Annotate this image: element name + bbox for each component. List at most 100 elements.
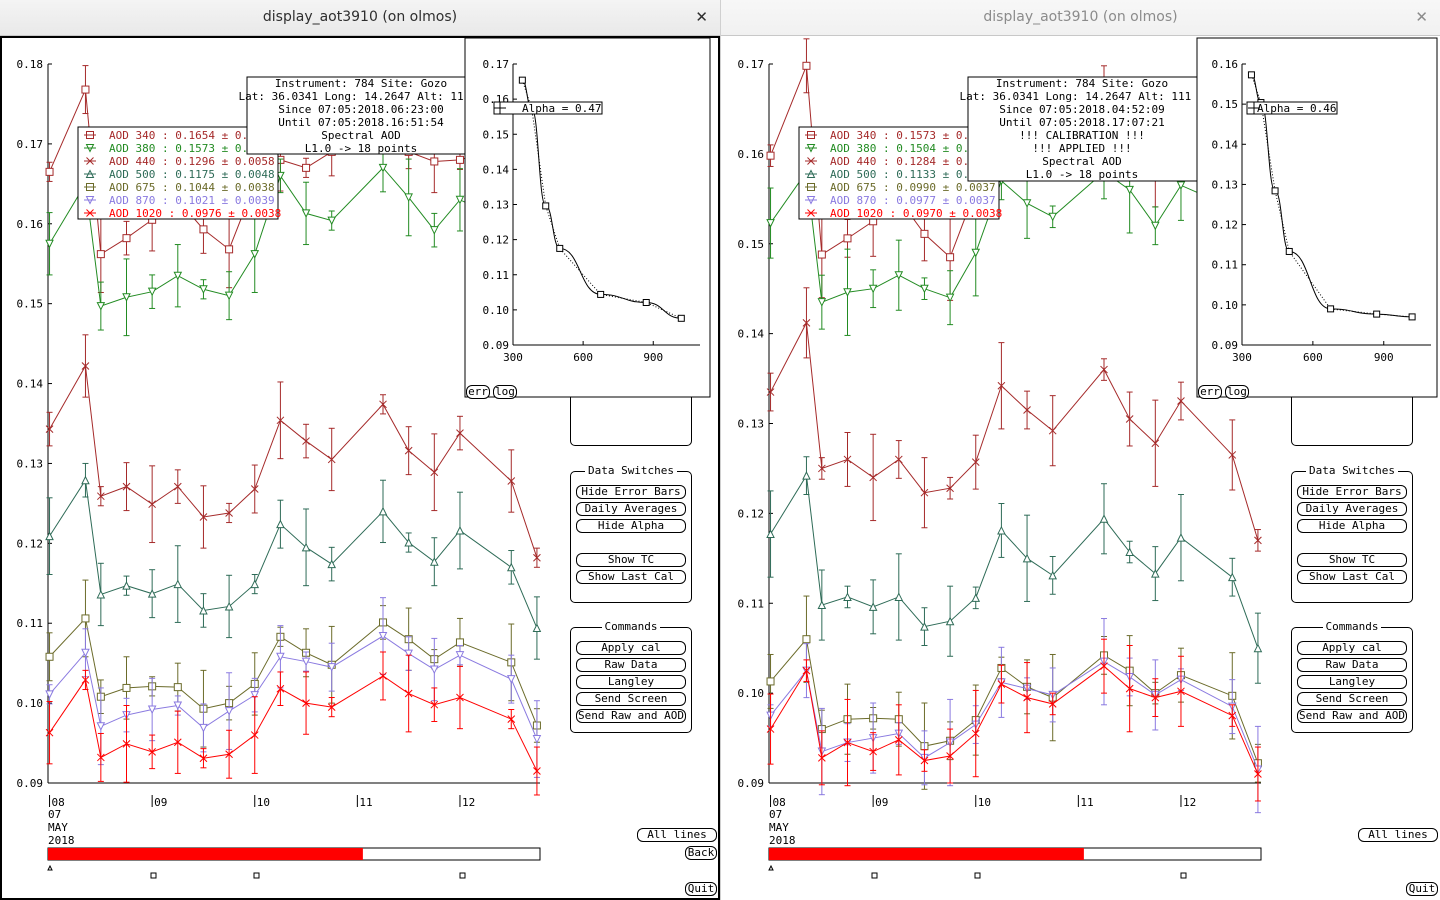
data-point [971, 729, 980, 738]
data-point [456, 693, 464, 702]
data-point [766, 151, 775, 160]
log-button[interactable]: log [1225, 385, 1249, 399]
all-lines-button[interactable]: All lines [1358, 828, 1438, 842]
progress-bar[interactable] [47, 847, 541, 861]
titlebar[interactable]: display_aot3910 (on olmos) ✕ [0, 0, 720, 36]
data-point [148, 500, 156, 509]
data-point [1125, 684, 1134, 693]
data-point [430, 557, 439, 566]
hide-alpha-button[interactable]: Hide Alpha [576, 519, 686, 533]
day-markers[interactable] [768, 864, 1187, 879]
apply-cal-button[interactable]: Apply cal [576, 641, 686, 655]
data-point [45, 690, 54, 699]
data-point [276, 652, 285, 662]
inset-point [518, 76, 526, 84]
raw-data-button[interactable]: Raw Data [576, 658, 686, 672]
back-button[interactable]: Back [685, 846, 717, 860]
inset-plot: 0.09 0.10 0.11 0.12 0.13 0.14 0.15 0.16 300 600 90… [1196, 37, 1438, 398]
info-line: Spectral AOD [321, 129, 400, 142]
data-point [894, 592, 904, 601]
data-point [920, 284, 929, 294]
close-icon[interactable]: ✕ [1415, 8, 1428, 26]
alpha-label: Alpha = 0.47 [522, 102, 601, 115]
err-button[interactable]: err [466, 385, 490, 399]
data-point [327, 216, 337, 226]
main-x-axis: 08 09 10 11 12 [49, 795, 475, 809]
inset-x-tick: 600 [1303, 351, 1323, 364]
inset-point [556, 244, 564, 252]
data-point [802, 666, 811, 675]
inset-x-tick: 900 [643, 351, 663, 364]
show-tc-button[interactable]: Show TC [576, 553, 686, 567]
series-group [766, 38, 1263, 814]
send-screen-button[interactable]: Send Screen [576, 692, 686, 706]
data-point [843, 234, 852, 243]
data-point [430, 226, 439, 235]
langley-button[interactable]: Langley [576, 675, 686, 689]
data-point [869, 473, 877, 482]
data-point [173, 271, 183, 281]
data-point [869, 747, 877, 756]
quit-button[interactable]: Quit [1406, 882, 1438, 896]
x-tick-label: 11 [359, 796, 372, 809]
hide-error-bars-button[interactable]: Hide Error Bars [576, 485, 686, 499]
data-point [302, 699, 310, 707]
legend-entry: AOD 870 : 0.1021 ± 0.0039 [109, 194, 275, 207]
data-point [45, 167, 54, 176]
show-last-cal-button[interactable]: Show Last Cal [576, 570, 686, 584]
data-point [430, 468, 439, 477]
inset-point [1247, 71, 1255, 79]
data-point [147, 589, 157, 598]
data-point [81, 362, 90, 370]
hide-error-bars-button[interactable]: Hide Error Bars [1297, 485, 1407, 499]
day-markers[interactable] [47, 864, 466, 879]
data-point [894, 271, 904, 280]
show-tc-button[interactable]: Show TC [1297, 553, 1407, 567]
err-button[interactable]: err [1198, 385, 1222, 399]
y-tick-label: 0.14 [17, 378, 44, 391]
show-last-cal-button[interactable]: Show Last Cal [1297, 570, 1407, 584]
legend-entry: AOD 1020 : 0.0976 ± 0.0038 [109, 207, 281, 220]
close-icon[interactable]: ✕ [695, 8, 708, 26]
commands-group: Commands Apply cal Raw Data Langley Send… [1291, 620, 1413, 733]
inset-point [1408, 313, 1416, 321]
data-point [122, 740, 131, 748]
inset-y-tick: 0.09 [1212, 339, 1239, 352]
x-tick-label: 11 [1080, 796, 1093, 809]
y-tick-label: 0.14 [738, 328, 765, 341]
legend-entry: AOD 380 : 0.1504 ± 0.0 [830, 142, 976, 155]
apply-cal-button[interactable]: Apply cal [1297, 641, 1407, 655]
hide-alpha-button[interactable]: Hide Alpha [1297, 519, 1407, 533]
legend-entry: AOD 500 : 0.1133 ± 0.0 [830, 168, 976, 181]
y-tick-label: 0.10 [17, 697, 44, 710]
send-screen-button[interactable]: Send Screen [1297, 692, 1407, 706]
send-raw-and-aod-button[interactable]: Send Raw and AOD [576, 709, 686, 723]
titlebar[interactable]: display_aot3910 (on olmos) ✕ [721, 0, 1440, 36]
y-tick-label: 0.17 [738, 58, 765, 71]
svg-text:MAY: MAY [769, 821, 789, 834]
data-point [250, 485, 259, 493]
daily-averages-button[interactable]: Daily Averages [576, 502, 686, 516]
legend-entry: AOD 675 : 0.1044 ± 0.0038 [109, 181, 275, 194]
data-point [96, 492, 105, 501]
daily-averages-button[interactable]: Daily Averages [1297, 502, 1407, 516]
data-point [81, 676, 90, 684]
data-point [1227, 572, 1237, 582]
langley-button[interactable]: Langley [1297, 675, 1407, 689]
info-line: !!! APPLIED !!! [1032, 142, 1131, 155]
all-lines-button[interactable]: All lines [637, 828, 717, 842]
data-point [379, 672, 387, 680]
window-title: display_aot3910 (on olmos) [983, 9, 1178, 25]
main-y-axis: 0.09 0.10 0.11 0.12 0.13 0.14 0.15 0.16 0.17 [738, 58, 773, 790]
send-raw-and-aod-button[interactable]: Send Raw and AOD [1297, 709, 1407, 723]
progress-bar[interactable] [768, 847, 1262, 861]
data-point [301, 209, 311, 219]
raw-data-button[interactable]: Raw Data [1297, 658, 1407, 672]
info-line: Since 07:05:2018.06:23:00 [278, 103, 444, 116]
quit-button[interactable]: Quit [685, 882, 717, 896]
inset-y-tick: 0.14 [483, 163, 510, 176]
log-button[interactable]: log [493, 385, 517, 399]
data-point [96, 722, 106, 731]
data-point [455, 155, 464, 164]
